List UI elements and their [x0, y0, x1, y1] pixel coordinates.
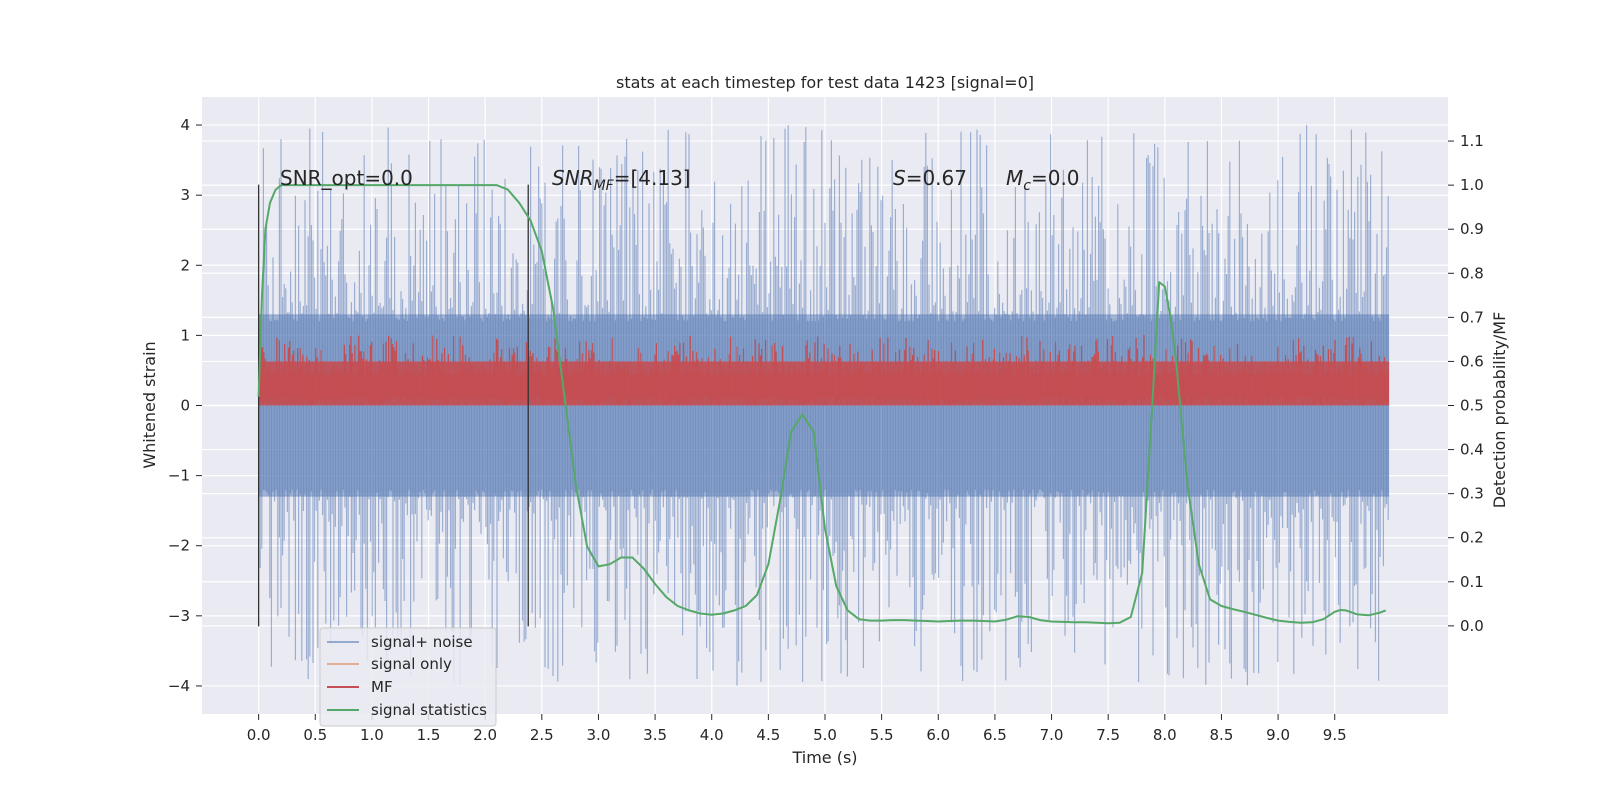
- x-tick-label: 9.0: [1266, 726, 1290, 744]
- y-left-tick-label: 4: [180, 116, 190, 134]
- legend-label-signal-only: signal only: [371, 655, 452, 673]
- mf-series: [258, 335, 1390, 406]
- mc-value: =0.0: [1031, 166, 1080, 190]
- x-tick-label: 1.5: [417, 726, 441, 744]
- y-ticks-left: 4 3 2 1 0 −1 −2 −3 −4: [168, 116, 202, 695]
- x-tick-label: 7.0: [1040, 726, 1064, 744]
- y-left-tick-label: 3: [180, 186, 190, 204]
- y-right-tick-label: 1.1: [1460, 132, 1484, 150]
- x-axis-label: Time (s): [791, 748, 857, 767]
- y-left-tick-label: 0: [180, 397, 190, 415]
- x-tick-label: 8.5: [1210, 726, 1234, 744]
- chart-title: stats at each timestep for test data 142…: [616, 73, 1034, 92]
- x-tick-label: 5.0: [813, 726, 837, 744]
- x-tick-label: 5.5: [870, 726, 894, 744]
- y-right-tick-label: 0.4: [1460, 441, 1484, 459]
- y-right-tick-label: 0.1: [1460, 573, 1484, 591]
- y-right-tick-label: 0.0: [1460, 617, 1484, 635]
- signal-statistics-line: [257, 184, 1387, 625]
- x-tick-label: 2.5: [530, 726, 554, 744]
- x-tick-label: 7.5: [1096, 726, 1120, 744]
- y-right-tick-label: 0.5: [1460, 397, 1484, 415]
- annotation-s: S=0.67: [893, 166, 967, 190]
- legend-label-mf: MF: [371, 678, 393, 696]
- s-label: S: [893, 166, 906, 190]
- legend-box: [319, 627, 497, 727]
- legend-label-signal-statistics: signal statistics: [371, 701, 487, 719]
- snr-mf-subscript: MF: [594, 178, 615, 194]
- annotation-snr-opt: SNR_opt=0.0: [280, 166, 413, 190]
- legend: signal+ noise signal only MF signal stat…: [319, 627, 497, 727]
- x-tick-label: 3.0: [587, 726, 611, 744]
- annotation-snr-mf: SNRMF=[4.13]: [552, 166, 691, 194]
- y-left-tick-label: 1: [180, 326, 190, 344]
- x-tick-label: 6.0: [926, 726, 950, 744]
- x-tick-label: 3.5: [643, 726, 667, 744]
- y-left-tick-label: 2: [180, 256, 190, 274]
- legend-label-signal-noise: signal+ noise: [371, 633, 473, 651]
- mc-label: M: [1006, 166, 1023, 190]
- x-tick-label: 8.0: [1153, 726, 1177, 744]
- x-ticks: 0.0 0.5 1.0 1.5 2.0 2.5 3.0 3.5 4.0 4.5 5.0 5.5 6.0 6…: [247, 714, 1347, 744]
- y-left-tick-label: −1: [168, 467, 190, 485]
- signal-statistics-series: [257, 184, 1387, 625]
- x-tick-label: 4.5: [756, 726, 780, 744]
- snr-mf-value: =[4.13]: [614, 166, 691, 190]
- vertical-markers: [257, 184, 529, 627]
- y-right-tick-label: 0.2: [1460, 529, 1484, 547]
- y-right-tick-label: 0.7: [1460, 308, 1484, 326]
- y-axis-label-left: Whitened strain: [140, 341, 159, 468]
- y-right-tick-label: 1.0: [1460, 176, 1484, 194]
- x-tick-label: 4.0: [700, 726, 724, 744]
- y-right-tick-label: 0.9: [1460, 220, 1484, 238]
- snr-mf-label: SNR: [552, 166, 594, 190]
- x-tick-label: 2.0: [473, 726, 497, 744]
- x-tick-label: 9.5: [1323, 726, 1347, 744]
- y-left-tick-label: −2: [168, 537, 190, 555]
- x-tick-label: 1.0: [360, 726, 384, 744]
- mc-subscript: c: [1023, 178, 1031, 194]
- x-tick-label: 0.0: [247, 726, 271, 744]
- s-value: =0.67: [906, 166, 967, 190]
- annotation-mc: Mc=0.0: [1006, 166, 1080, 194]
- x-tick-label: 0.5: [303, 726, 327, 744]
- y-right-tick-label: 0.8: [1460, 264, 1484, 282]
- y-right-tick-label: 0.6: [1460, 352, 1484, 370]
- y-right-tick-label: 0.3: [1460, 485, 1484, 503]
- y-left-tick-label: −3: [168, 607, 190, 625]
- y-ticks-right: 1.1 1.0 0.9 0.8 0.7 0.6 0.5 0.4 0.3 0.2 0.1 0.0: [1448, 132, 1484, 635]
- y-left-tick-label: −4: [168, 677, 190, 695]
- x-tick-label: 6.5: [983, 726, 1007, 744]
- y-axis-label-right: Detection probability/MF: [1490, 312, 1509, 509]
